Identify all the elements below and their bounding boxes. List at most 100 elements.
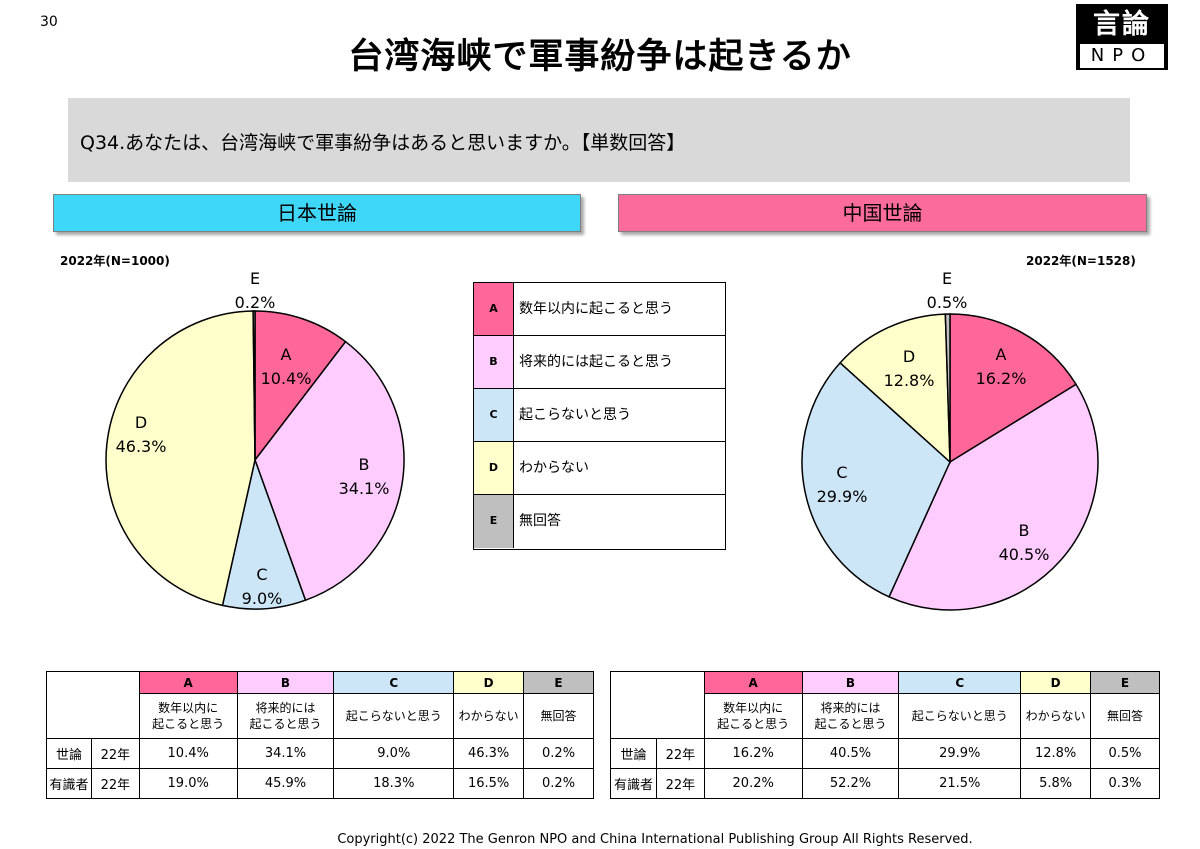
legend-key-e: E	[474, 495, 514, 548]
japan-table-cell-b: 34.1%	[236, 738, 335, 769]
china-table-corner	[610, 671, 705, 739]
legend-label-a: 数年以内に起こると思う	[519, 301, 673, 317]
page-title: 台湾海峡で軍事紛争は起きるか	[348, 37, 852, 77]
china-pie-slice-c	[801, 361, 951, 598]
china-table-col-key-d: D	[1020, 671, 1092, 694]
china-table-cell-c: 21.5%	[898, 768, 1022, 799]
china-table-col-label-a: 数年以内に 起こると思う	[703, 693, 803, 739]
japan-table-cell-c: 18.3%	[333, 768, 455, 799]
legend-row-e: E 無回答	[474, 495, 725, 548]
china-pie-label-a-value: 16.2%	[976, 369, 1027, 388]
china-pie-label-e-key: E	[942, 269, 952, 288]
china-pie-label-d-key: D	[903, 347, 915, 366]
china-table-cell-b: 40.5%	[801, 738, 900, 769]
legend: A 数年以内に起こると思う B 将来的には起こると思う C 起こらないと思う D わからない E…	[473, 282, 726, 550]
china-table-row: 有識者 22年 20.2% 52.2% 21.5% 5.8% 0.3%	[610, 768, 1160, 799]
china-table-col-label-e: 無回答	[1090, 693, 1160, 739]
japan-pie-label-e-key: E	[250, 269, 260, 288]
china-table-col-key-e: E	[1090, 671, 1160, 694]
japan-table-cell-d: 16.5%	[453, 768, 525, 799]
logo-bottom-text: NPO	[1080, 44, 1164, 68]
japan-sample-label: 2022年(N=1000)	[60, 254, 170, 268]
legend-label-c: 起こらないと思う	[519, 407, 631, 423]
legend-key-c: C	[474, 389, 514, 441]
japan-pie-slice-b	[254, 340, 405, 602]
china-table-cell-e: 0.5%	[1090, 738, 1160, 769]
page-number: 30	[40, 14, 58, 30]
china-pie-label-c-value: 29.9%	[817, 487, 868, 506]
china-pie-slice-b	[888, 383, 1099, 611]
china-table-cell-b: 52.2%	[801, 768, 900, 799]
china-pie-label-b-value: 40.5%	[999, 545, 1050, 564]
china-results-table: A B C D E 数年以内に 起こると思う 将来的には 起こると思う 起こらないと思う わからない…	[610, 671, 1160, 799]
copyright: Copyright(c) 2022 The Genron NPO and Chi…	[337, 832, 973, 847]
japan-pie-slice-a	[254, 310, 347, 463]
japan-table-cell-a: 19.0%	[138, 768, 238, 799]
japan-table-row-group: 世論	[46, 738, 92, 769]
china-table-cell-a: 20.2%	[703, 768, 803, 799]
china-pie-label-c-key: C	[836, 463, 847, 482]
japan-table-cell-e: 0.2%	[523, 768, 594, 799]
china-table-row-group: 世論	[610, 738, 657, 769]
japan-pie-label-d-key: D	[135, 413, 147, 432]
japan-pie-slice-d	[105, 310, 256, 607]
china-table-row-group: 有識者	[610, 768, 657, 799]
japan-table-cell-c: 9.0%	[333, 738, 455, 769]
japan-table-cell-d: 46.3%	[453, 738, 525, 769]
japan-table-row: 有識者 22年 19.0% 45.9% 18.3% 16.5% 0.2%	[46, 768, 594, 799]
question-text: Q34.あなたは、台湾海峡で軍事紛争はあると思いますか。【単数回答】	[80, 132, 686, 154]
china-table-row-year: 22年	[655, 738, 705, 769]
china-table-row-year: 22年	[655, 768, 705, 799]
japan-table-row-year: 22年	[90, 738, 140, 769]
japan-table-col-label-b: 将来的には 起こると思う	[236, 693, 335, 739]
japan-table-cell-a: 10.4%	[138, 738, 238, 769]
japan-table-cell-e: 0.2%	[523, 738, 594, 769]
japan-table-col-key-a: A	[138, 671, 238, 694]
china-table-col-label-b: 将来的には 起こると思う	[801, 693, 900, 739]
china-table-col-label-d: わからない	[1020, 693, 1092, 739]
china-table-col-key-b: B	[801, 671, 900, 694]
japan-pie-label-e-value: 0.2%	[235, 293, 276, 312]
japan-pie-label-b-value: 34.1%	[339, 479, 390, 498]
china-pie-label-e-value: 0.5%	[927, 293, 968, 312]
japan-table-col-key-c: C	[333, 671, 455, 694]
legend-label-b: 将来的には起こると思う	[519, 354, 673, 370]
china-table-row: 世論 22年 16.2% 40.5% 29.9% 12.8% 0.5%	[610, 738, 1160, 769]
china-table-cell-d: 5.8%	[1020, 768, 1092, 799]
question-box	[68, 98, 1130, 182]
legend-row-c: C 起こらないと思う	[474, 389, 725, 442]
china-sample-label: 2022年(N=1528)	[1026, 254, 1136, 268]
china-pie-slice-e	[944, 313, 951, 463]
china-pie-slice-a	[949, 313, 1078, 464]
japan-pie-label-c-value: 9.0%	[242, 589, 283, 608]
china-table-col-label-c: 起こらないと思う	[898, 693, 1022, 739]
legend-row-b: B 将来的には起こると思う	[474, 336, 725, 389]
china-section-header: 中国世論	[618, 194, 1147, 232]
japan-table-col-label-e: 無回答	[523, 693, 594, 739]
japan-table-row-year: 22年	[90, 768, 140, 799]
japan-pie-label-b-key: B	[359, 455, 370, 474]
japan-pie-slice-c	[221, 457, 307, 610]
japan-results-table: A B C D E 数年以内に 起こると思う 将来的には 起こると思う 起こらないと思う わからない…	[46, 671, 594, 799]
logo-top-text: 言論	[1093, 9, 1151, 40]
china-pie-label-d-value: 12.8%	[884, 371, 935, 390]
japan-table-col-key-e: E	[523, 671, 594, 694]
japan-table-col-label-d: わからない	[453, 693, 525, 739]
legend-label-e: 無回答	[519, 513, 561, 529]
china-table-col-key-c: C	[898, 671, 1022, 694]
japan-pie-label-a-key: A	[281, 345, 292, 364]
china-pie-label-a-key: A	[996, 345, 1007, 364]
japan-pie-slice-e	[252, 310, 256, 461]
china-table-cell-c: 29.9%	[898, 738, 1022, 769]
legend-row-d: D わからない	[474, 442, 725, 495]
genron-npo-logo: 言論 NPO	[1076, 4, 1168, 70]
china-table-cell-a: 16.2%	[703, 738, 803, 769]
japan-table-corner	[46, 671, 140, 739]
china-table-cell-d: 12.8%	[1020, 738, 1092, 769]
legend-row-a: A 数年以内に起こると思う	[474, 283, 725, 336]
japan-table-row-group: 有識者	[46, 768, 92, 799]
legend-key-a: A	[474, 283, 514, 335]
